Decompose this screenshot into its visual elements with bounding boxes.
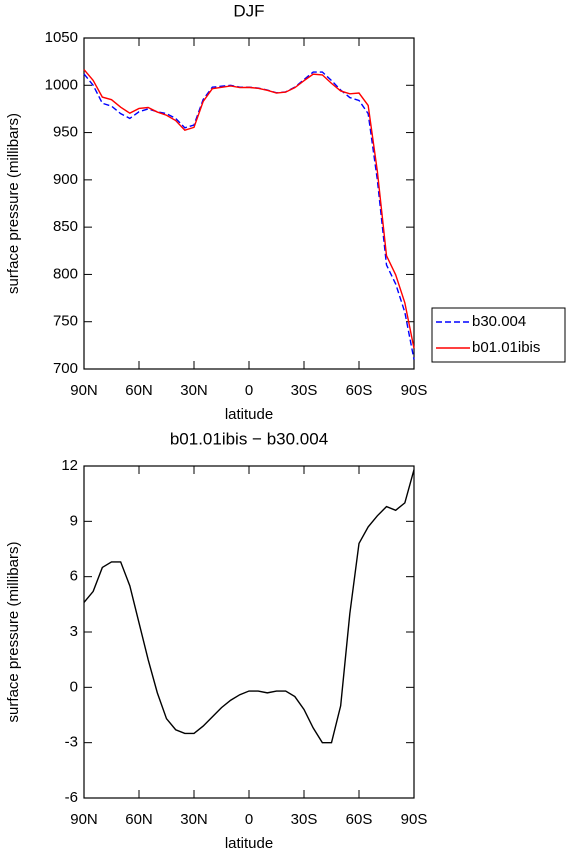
legend-label: b30.004 <box>472 313 526 330</box>
x-tick-label: 60N <box>125 382 153 399</box>
x-axis-label: latitude <box>225 406 273 423</box>
y-axis-label: surface pressure (millibars) <box>5 542 22 723</box>
y-axis-label: surface pressure (millibars) <box>5 113 22 294</box>
y-tick-label: -3 <box>65 734 78 751</box>
x-axis-label: latitude <box>225 835 273 852</box>
y-tick-label: 3 <box>70 623 78 640</box>
x-tick-label: 30N <box>180 382 208 399</box>
data-line <box>83 469 415 744</box>
data-line <box>83 71 415 360</box>
y-tick-label: 1000 <box>45 76 78 93</box>
legend-box <box>431 307 566 363</box>
x-tick-label: 30N <box>180 811 208 828</box>
y-tick-label: 9 <box>70 512 78 529</box>
y-tick-label: 800 <box>53 265 78 282</box>
x-tick-label: 90N <box>70 382 98 399</box>
x-tick-label: 60S <box>346 382 373 399</box>
y-tick-label: 700 <box>53 360 78 377</box>
x-tick-label: 30S <box>291 811 318 828</box>
y-tick-label: 1050 <box>45 29 78 46</box>
x-tick-label: 90S <box>401 811 428 828</box>
plot-frame <box>83 465 415 799</box>
x-tick-label: 90N <box>70 811 98 828</box>
x-tick-label: 0 <box>245 811 253 828</box>
y-tick-label: 0 <box>70 678 78 695</box>
y-tick-label: 900 <box>53 171 78 188</box>
x-tick-label: 30S <box>291 382 318 399</box>
data-line <box>83 69 415 349</box>
chart-title: DJF <box>233 1 264 20</box>
y-tick-label: 750 <box>53 313 78 330</box>
y-tick-label: 850 <box>53 218 78 235</box>
x-tick-label: 0 <box>245 382 253 399</box>
legend-label: b01.01ibis <box>472 339 540 356</box>
y-tick-label: 6 <box>70 568 78 585</box>
y-tick-label: 12 <box>61 457 78 474</box>
x-tick-label: 60S <box>346 811 373 828</box>
y-tick-label: 950 <box>53 124 78 141</box>
x-tick-label: 90S <box>401 382 428 399</box>
chart-title: b01.01ibis − b30.004 <box>170 429 328 448</box>
plot-frame <box>83 37 415 370</box>
y-tick-label: -6 <box>65 789 78 806</box>
x-tick-label: 60N <box>125 811 153 828</box>
